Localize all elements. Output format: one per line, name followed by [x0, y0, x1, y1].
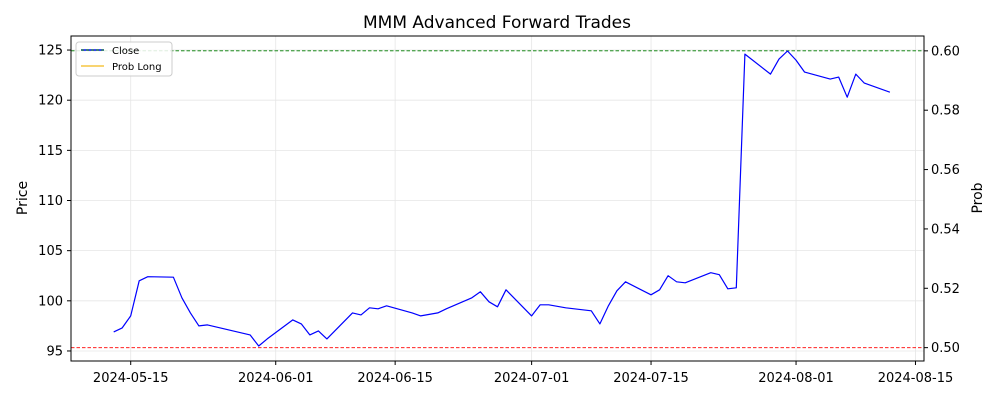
data-point [292, 319, 295, 322]
series-line-close [113, 50, 891, 347]
data-point [172, 276, 175, 279]
data-point [198, 325, 201, 328]
data-point [488, 301, 491, 304]
data-point [675, 281, 678, 284]
data-point [778, 58, 781, 61]
data-point [121, 327, 124, 330]
data-point [147, 275, 150, 278]
data-point [326, 338, 329, 341]
data-point [795, 59, 798, 62]
x-tick-label: 2024-08-01 [758, 371, 834, 386]
y-tick-label: 100 [38, 294, 63, 309]
data-point [684, 282, 687, 285]
plot-lines [112, 50, 892, 348]
data-point [667, 274, 670, 277]
data-point [257, 345, 260, 348]
data-point [735, 287, 738, 290]
y-axis-label: Price [15, 181, 31, 215]
y2-tick-label: 0.60 [931, 44, 960, 59]
data-point [769, 73, 772, 76]
data-point [129, 315, 132, 318]
data-point [539, 304, 542, 307]
data-point [360, 314, 363, 317]
data-point [471, 297, 474, 300]
data-point [419, 315, 422, 318]
data-point [624, 281, 627, 284]
data-point [368, 307, 371, 310]
y-tick-label: 95 [46, 344, 63, 359]
plot-area-frame [70, 35, 925, 362]
data-point [377, 308, 380, 311]
data-point [351, 312, 354, 315]
legend: Close Prob Long [75, 41, 173, 77]
data-point [479, 291, 482, 294]
data-point [650, 294, 653, 297]
x-axis: 2024-05-15 2024-06-01 2024-06-15 2024-07-01… [93, 361, 953, 386]
x-tick-label: 2024-06-15 [357, 371, 433, 386]
y2-tick-label: 0.54 [931, 222, 960, 237]
data-point [266, 338, 269, 341]
y2-axis-label: Prob [970, 182, 986, 213]
data-point [889, 91, 892, 94]
data-point [437, 312, 440, 315]
gridlines [71, 36, 924, 361]
data-point [590, 310, 593, 313]
data-point [505, 289, 508, 292]
legend-label-prob-long: Prob Long [112, 62, 162, 73]
data-point [564, 307, 567, 310]
legend-label-close: Close [112, 46, 139, 57]
x-tick-label: 2024-07-15 [613, 371, 689, 386]
y-tick-label: 115 [38, 144, 63, 159]
data-point [803, 71, 806, 74]
data-point [829, 78, 832, 81]
x-tick-label: 2024-08-15 [878, 371, 954, 386]
reference-lines [71, 50, 924, 349]
chart-title: MMM Advanced Forward Trades [363, 13, 631, 33]
data-point [206, 324, 209, 327]
y2-tick-label: 0.50 [931, 341, 960, 356]
data-point [616, 290, 619, 293]
data-point [445, 308, 448, 311]
y-tick-label: 105 [38, 244, 63, 259]
data-point [181, 297, 184, 300]
data-point [710, 271, 713, 274]
x-tick-label: 2024-06-01 [238, 371, 314, 386]
data-point [385, 305, 388, 308]
y-tick-label: 125 [38, 44, 63, 59]
data-point [744, 53, 747, 56]
data-point [786, 50, 789, 53]
data-point [530, 315, 533, 318]
data-point [249, 334, 252, 337]
data-point [658, 289, 661, 292]
y2-tick-label: 0.56 [931, 163, 960, 178]
y2-tick-label: 0.52 [931, 282, 960, 297]
data-point [317, 330, 320, 333]
data-point [599, 323, 602, 326]
y-tick-label: 120 [38, 94, 63, 109]
y-tick-label: 110 [38, 194, 63, 209]
data-point [309, 334, 312, 337]
data-point [718, 273, 721, 276]
data-point [300, 323, 303, 326]
data-point [112, 331, 115, 334]
data-point [189, 312, 192, 315]
data-point [727, 288, 730, 291]
y-axis-left: 95 100 105 110 115 120 125 [38, 44, 71, 359]
data-point [496, 306, 499, 309]
data-point [846, 96, 849, 99]
data-point [855, 73, 858, 76]
data-point [240, 332, 243, 335]
data-point [863, 82, 866, 85]
data-point [138, 280, 141, 283]
x-tick-label: 2024-05-15 [93, 371, 169, 386]
data-point [607, 305, 610, 308]
y2-tick-label: 0.58 [931, 104, 960, 119]
y-axis-right: 0.50 0.52 0.54 0.56 0.58 0.60 [924, 44, 960, 356]
data-point [837, 76, 840, 79]
data-point [411, 312, 414, 315]
x-tick-label: 2024-07-01 [494, 371, 570, 386]
data-point [547, 304, 550, 307]
